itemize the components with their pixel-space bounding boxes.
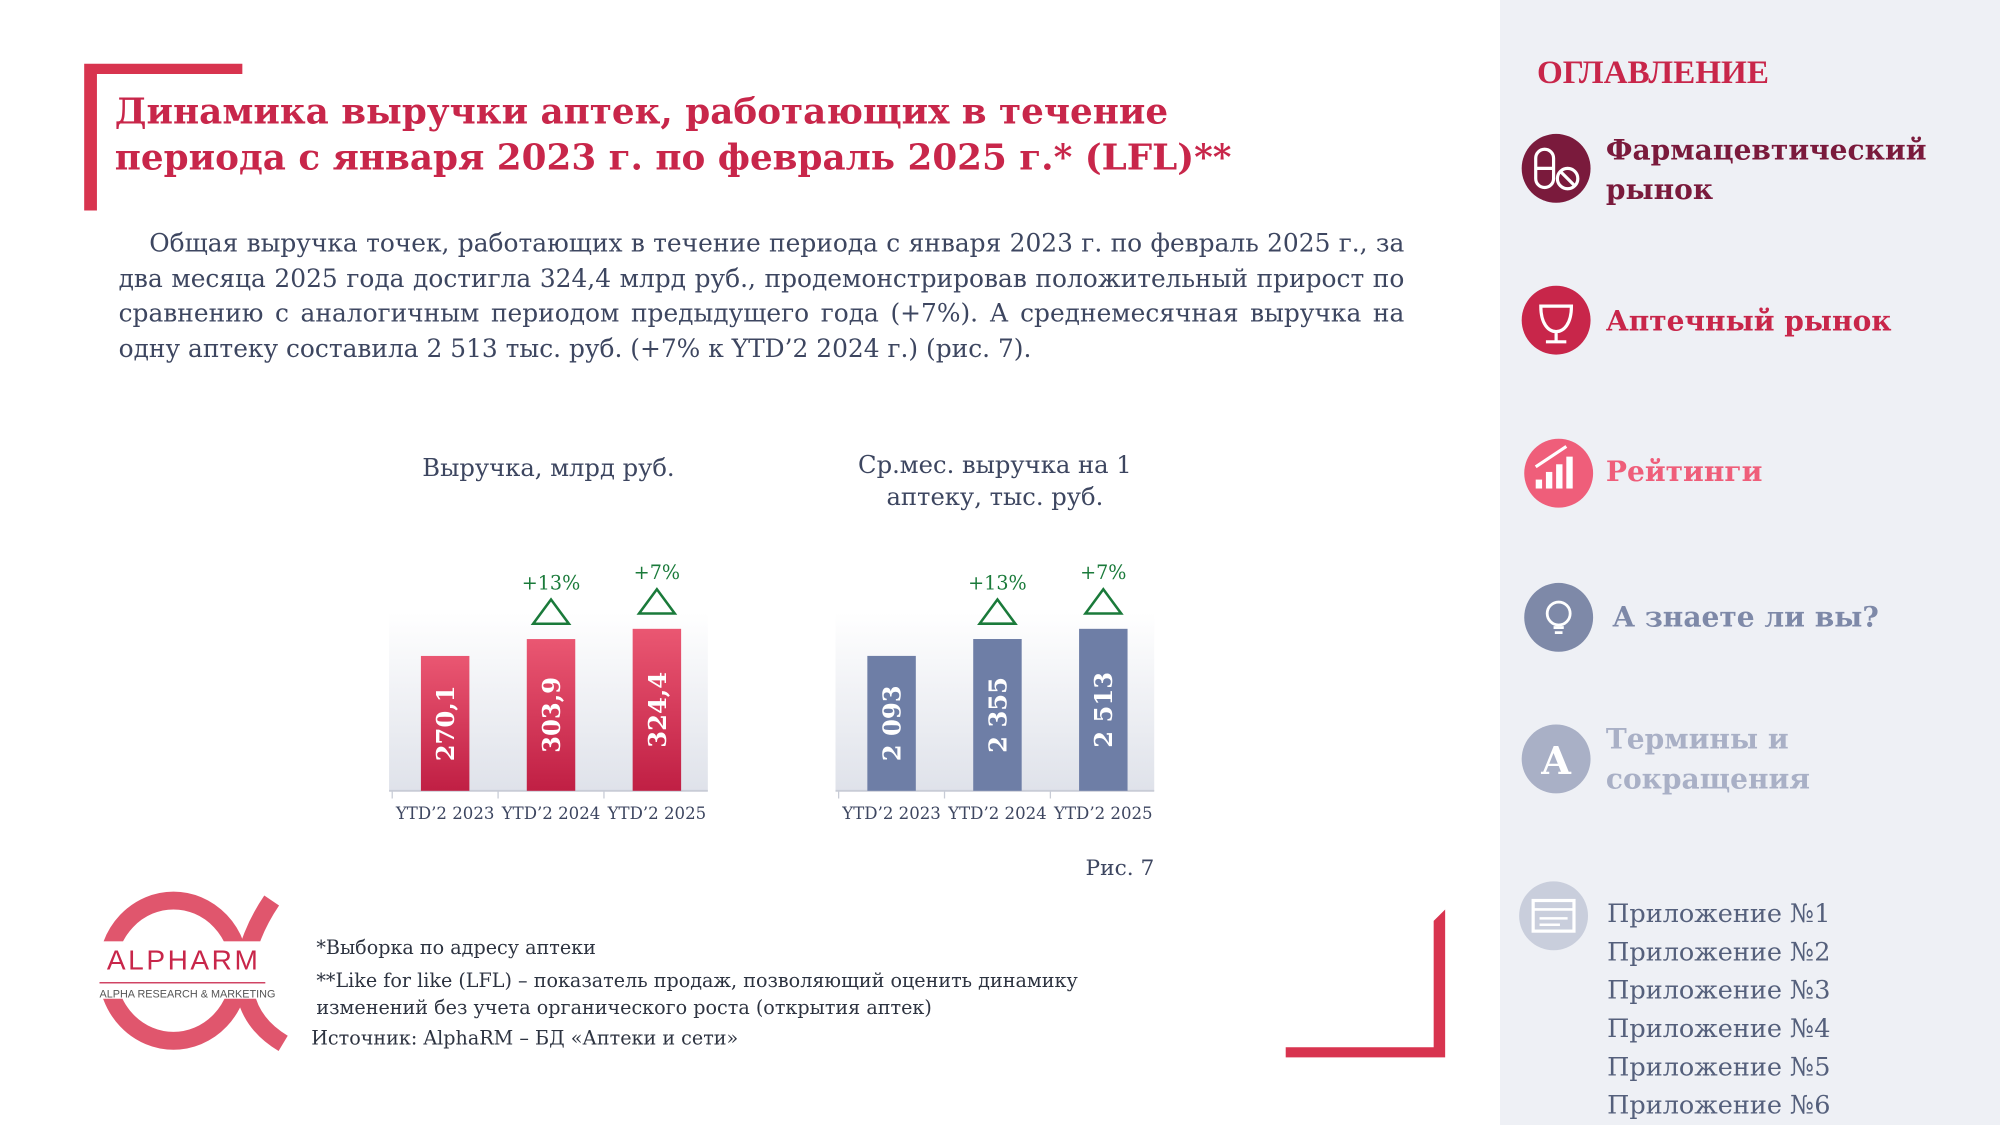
appendix-item[interactable]: Приложение №4 <box>1607 1012 1831 1044</box>
x-tick-label: YTD’2 2025 <box>1053 804 1153 823</box>
logo-bg <box>96 941 270 999</box>
paragraph: Общая выручка точек, работающих в течени… <box>118 228 1405 363</box>
footnote: *Выборка по адресу аптеки <box>316 936 596 960</box>
growth-label: +7% <box>634 561 680 584</box>
toc-item[interactable]: А знаете ли вы? <box>1612 600 1879 634</box>
appendix-item[interactable]: Приложение №3 <box>1607 974 1831 1006</box>
x-tick-label: YTD’2 2025 <box>607 804 707 823</box>
icon-didyouknow[interactable] <box>1524 582 1594 652</box>
growth-label: +13% <box>968 571 1027 594</box>
chart-title: Ср.мес. выручка на 1 аптеку, тыс. руб. <box>858 451 1132 512</box>
x-tick-label: YTD’2 2023 <box>395 804 495 823</box>
appendix-item[interactable]: Приложение №5 <box>1607 1051 1831 1082</box>
appendix-item[interactable]: Приложение №2 <box>1607 936 1831 967</box>
appendix-list: Приложение №1 Приложение №2 Приложение №3 П… <box>1607 894 1830 1124</box>
growth-arrow <box>530 597 572 626</box>
icon-pharmacy[interactable] <box>1521 285 1591 355</box>
bar <box>1079 628 1128 791</box>
icon-terms[interactable] <box>1521 724 1591 794</box>
toc-item[interactable]: Аптечный рынок <box>1605 304 1892 339</box>
chart: 270,1 YTD’2 2023 303,9 YTD’2 2024 +13% 324,4 Y… <box>389 561 708 823</box>
bar <box>973 639 1022 791</box>
appendix-item[interactable]: Приложение №1 <box>1607 897 1831 929</box>
icon-letter: A <box>1540 739 1572 784</box>
icon-appendix[interactable] <box>1519 881 1589 951</box>
bar <box>632 628 682 791</box>
corner-bottom <box>1285 909 1446 1058</box>
value-label: 2 513 <box>1089 672 1118 748</box>
value-label: 2 093 <box>878 685 907 761</box>
x-tick-label: YTD’2 2024 <box>501 804 601 823</box>
footnote: **Like for like (LFL) – показатель прода… <box>316 969 1078 1020</box>
growth-label: +7% <box>1080 561 1126 584</box>
chart-title: Выручка, млрд руб. <box>422 454 675 483</box>
bar <box>867 655 916 791</box>
toc-item[interactable]: Рейтинги <box>1605 455 1763 489</box>
growth-arrow <box>636 587 678 615</box>
source: Источник: AlphaRM – БД «Аптеки и сети» <box>311 1026 739 1050</box>
value-label: 2 355 <box>983 677 1012 753</box>
bar <box>526 639 576 791</box>
icon-pharma[interactable] <box>1521 133 1591 203</box>
growth-label: +13% <box>522 571 581 594</box>
logo-tagline: ALPHA RESEARCH & MARKETING <box>99 982 275 1000</box>
toc-item[interactable]: Термины и сокращения <box>1605 723 1811 796</box>
appendix-item[interactable]: Приложение №6 <box>1607 1089 1831 1120</box>
slide-title: Динамика выручки аптек, работающих в теч… <box>114 90 1232 179</box>
value-label: 270,1 <box>431 685 460 761</box>
bar <box>420 655 470 791</box>
growth-arrow <box>977 597 1018 625</box>
icon-ratings[interactable] <box>1524 438 1594 508</box>
growth-arrow <box>1082 587 1124 615</box>
figure-caption: Рис. 7 <box>1085 855 1155 882</box>
chart: 2 093 YTD’2 2023 2 355 YTD’2 2024 +13% 2 513 Y… <box>835 561 1155 823</box>
sidebar-title: ОГЛАВЛЕНИЕ <box>1536 53 1769 91</box>
value-label: 303,9 <box>537 677 566 753</box>
value-label: 324,4 <box>643 672 672 748</box>
x-tick-label: YTD’2 2023 <box>841 804 941 823</box>
logo-name: ALPHARM <box>106 943 261 976</box>
x-tick-label: YTD’2 2024 <box>947 804 1047 823</box>
sidebar-icons: A <box>1519 133 1594 951</box>
toc-item[interactable]: Фармацевтический рынок <box>1605 133 1927 207</box>
